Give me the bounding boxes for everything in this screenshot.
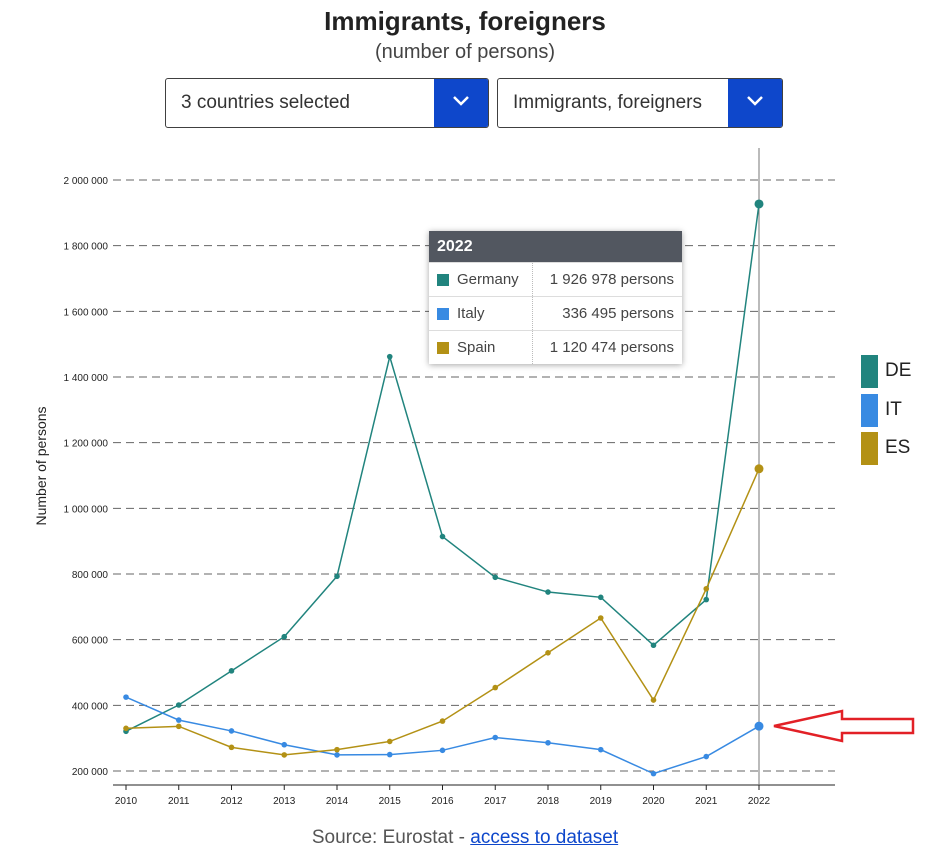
data-point [492, 684, 499, 691]
x-tick-label: 2021 [695, 796, 718, 807]
y-tick-label: 800 000 [72, 570, 109, 581]
legend-label: ES [885, 437, 911, 458]
x-tick-label: 2017 [484, 796, 507, 807]
data-point [228, 668, 235, 674]
data-point [545, 739, 551, 746]
x-tick-label: 2018 [537, 796, 560, 807]
chart-title: Immigrants, foreigners [324, 6, 606, 36]
legend-swatch [861, 432, 878, 465]
legend-swatch [861, 394, 878, 427]
chevron-down-icon [453, 96, 469, 106]
data-point [703, 596, 710, 603]
y-tick-label: 400 000 [72, 701, 109, 712]
data-point [597, 746, 604, 753]
tooltip-row: Italy 336 495 persons [429, 296, 682, 330]
data-point [228, 744, 235, 751]
x-tick-label: 2011 [168, 796, 190, 807]
legend-label: IT [885, 399, 902, 420]
y-tick-label: 1 600 000 [64, 307, 109, 318]
data-point [281, 741, 288, 748]
tooltip-country: Italy [457, 305, 485, 322]
data-point [175, 702, 182, 708]
data-point [439, 747, 446, 754]
data-point [492, 574, 499, 581]
data-point [386, 738, 393, 745]
red-arrow-icon [773, 709, 915, 743]
countries-select[interactable]: 3 countries selected [165, 78, 489, 128]
data-point [281, 752, 288, 758]
data-point [545, 589, 551, 595]
data-point [754, 464, 764, 474]
tooltip-value: 1 120 474 persons [549, 339, 674, 356]
data-point [281, 633, 288, 640]
tooltip-country: Spain [457, 339, 496, 356]
x-tick-label: 2019 [590, 796, 613, 807]
x-tick-label: 2015 [379, 796, 402, 807]
x-tick-label: 2020 [642, 796, 665, 807]
data-point [334, 746, 340, 753]
tooltip-row: Spain 1 120 474 persons [429, 330, 682, 364]
y-tick-label: 1 800 000 [64, 242, 109, 253]
data-point [386, 751, 393, 758]
chevron-down-icon [747, 96, 763, 106]
legend-swatch [437, 274, 449, 286]
x-tick-label: 2016 [431, 796, 454, 807]
data-point [754, 199, 764, 209]
y-tick-label: 1 400 000 [64, 373, 109, 384]
data-point [439, 533, 446, 540]
tooltip-country: Germany [457, 271, 519, 288]
x-tick-label: 2022 [748, 796, 771, 807]
data-point [334, 573, 340, 580]
chart-subtitle: (number of persons) [374, 41, 556, 63]
data-point [334, 752, 340, 758]
data-point [492, 734, 499, 741]
tooltip-value: 1 926 978 persons [549, 271, 674, 288]
indicator-dropdown-button[interactable] [728, 79, 782, 127]
data-point [597, 615, 604, 621]
countries-dropdown-button[interactable] [434, 79, 488, 127]
legend-swatch [437, 308, 449, 320]
data-point [650, 697, 657, 703]
y-tick-label: 200 000 [72, 767, 109, 778]
indicator-select[interactable]: Immigrants, foreigners [497, 78, 783, 128]
x-tick-label: 2014 [326, 796, 349, 807]
tooltip-year: 2022 [429, 231, 682, 262]
data-point [123, 694, 129, 700]
x-tick-label: 2012 [220, 796, 243, 807]
y-tick-label: 1 200 000 [64, 439, 109, 450]
countries-select-label: 3 countries selected [181, 92, 350, 113]
data-tooltip: 2022 Germany 1 926 978 persons Italy 336… [429, 231, 682, 364]
y-tick-label: 2 000 000 [64, 176, 109, 187]
legend-swatch [861, 355, 878, 388]
data-point [439, 718, 446, 724]
y-tick-label: 600 000 [72, 636, 109, 647]
tooltip-value: 336 495 persons [562, 305, 674, 322]
data-point [228, 728, 235, 734]
data-point [703, 753, 710, 760]
indicator-select-label: Immigrants, foreigners [513, 92, 703, 113]
tooltip-row: Germany 1 926 978 persons [429, 262, 682, 296]
y-tick-label: 1 000 000 [64, 504, 109, 515]
data-point [597, 594, 604, 601]
legend-swatch [437, 342, 449, 354]
x-tick-label: 2013 [273, 796, 296, 807]
data-point [650, 642, 657, 649]
y-axis-label: Number of persons [33, 406, 49, 525]
data-point [123, 725, 129, 732]
data-point [175, 717, 182, 723]
data-point [650, 770, 657, 777]
legend-label: DE [885, 360, 912, 381]
series-line-it [125, 696, 760, 775]
dataset-link[interactable]: access to dataset [470, 827, 619, 848]
data-point [386, 353, 393, 360]
data-point [703, 585, 710, 592]
data-point [175, 723, 182, 730]
x-tick-label: 2010 [115, 796, 138, 807]
data-point [754, 721, 764, 731]
data-point [545, 650, 551, 656]
source-footer: Source: Eurostat - access to dataset [0, 827, 930, 849]
series-line-es [125, 468, 760, 756]
source-text: Source: Eurostat - [311, 827, 471, 848]
